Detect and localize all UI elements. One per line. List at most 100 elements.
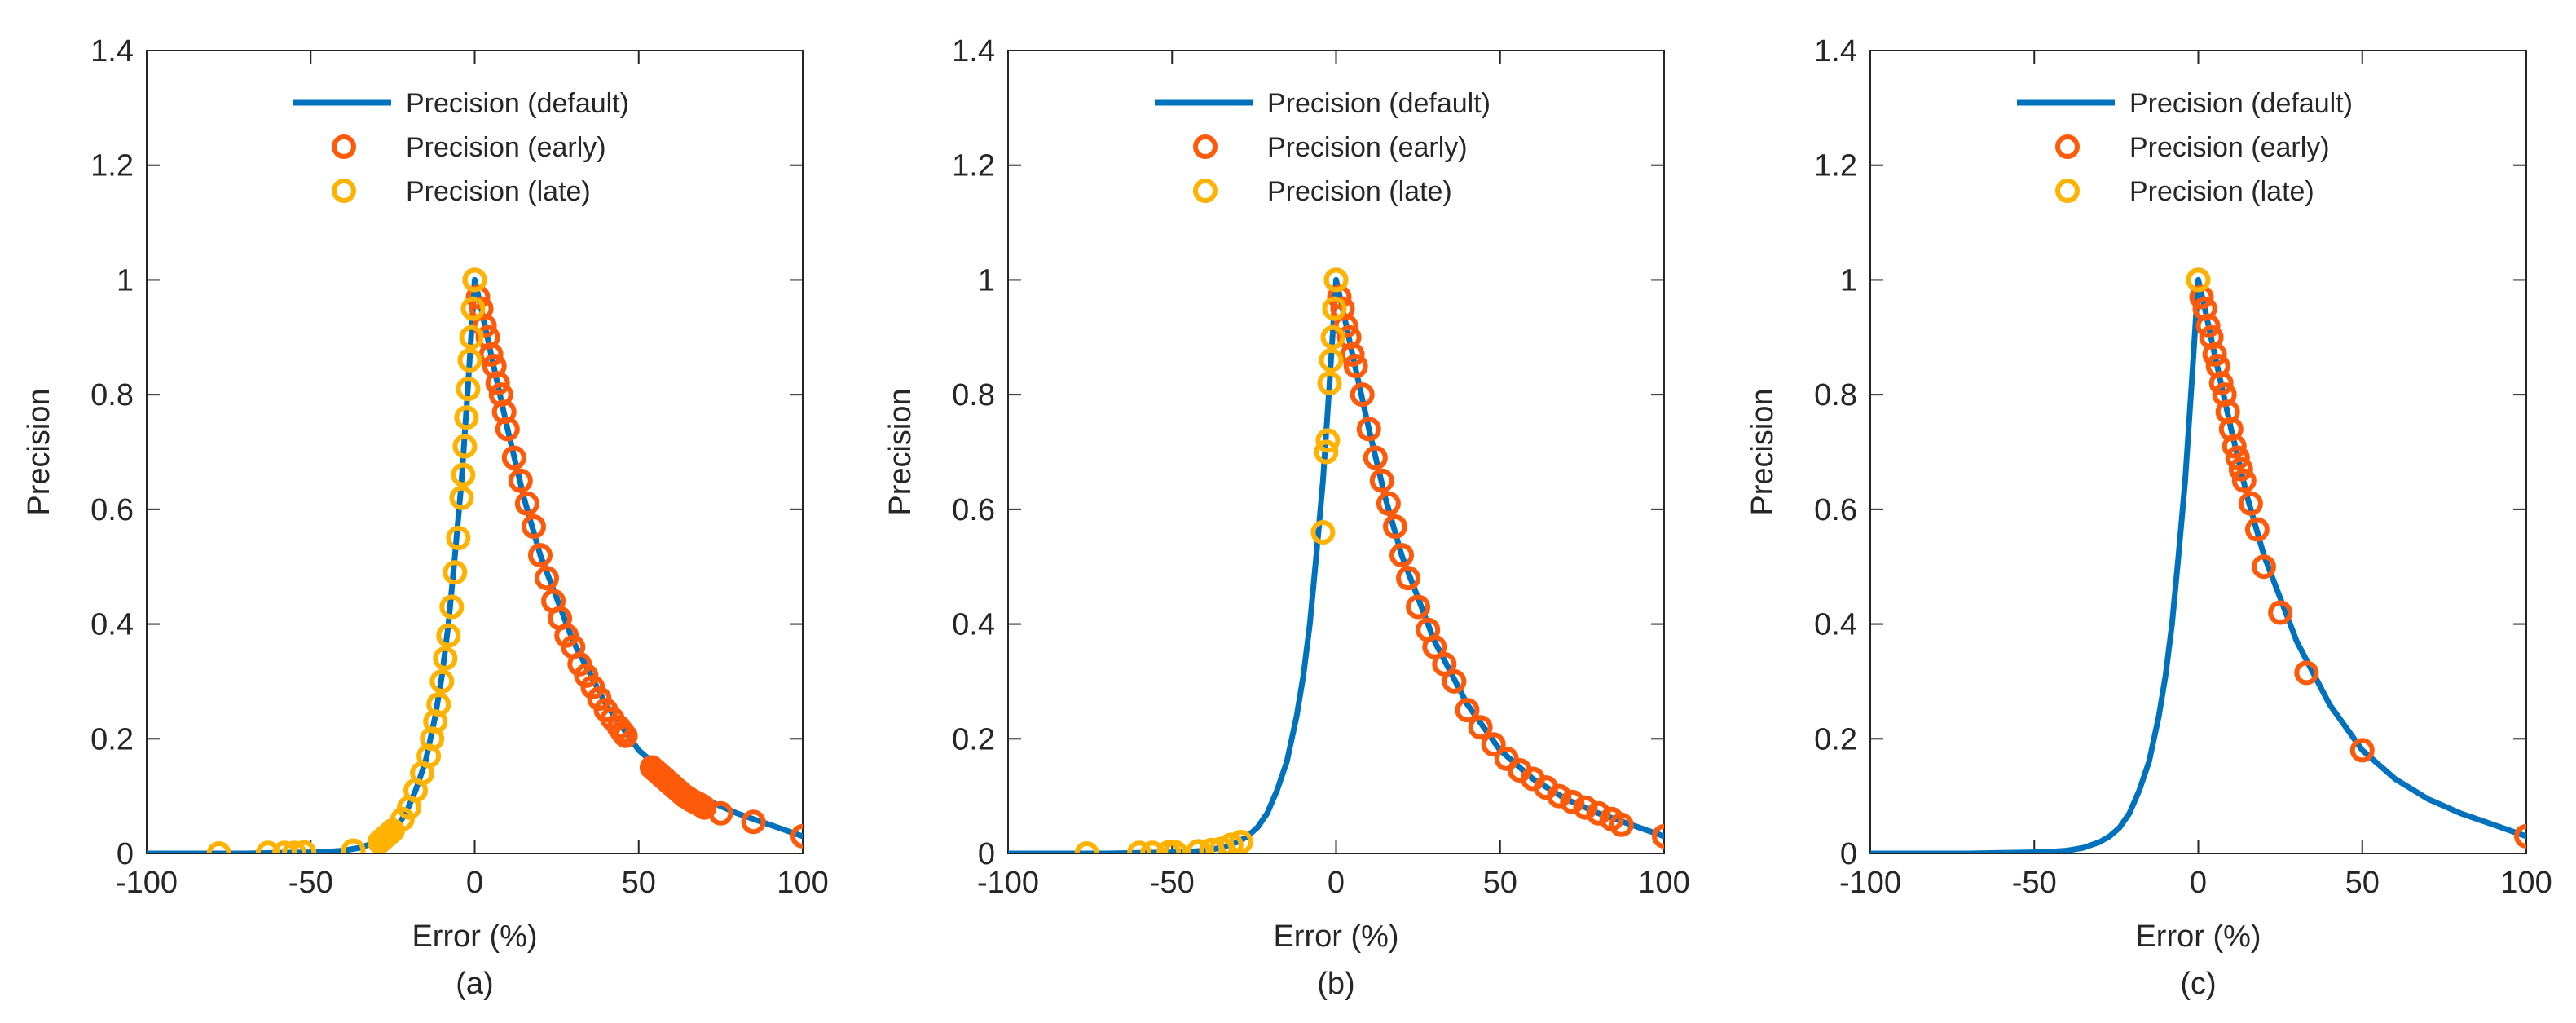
x-tick-label: 0 bbox=[2190, 866, 2207, 900]
marker-early bbox=[2231, 468, 2257, 493]
y-tick-label: 1.2 bbox=[952, 149, 995, 183]
marker-early bbox=[2202, 342, 2227, 367]
x-tick-label: 50 bbox=[1483, 866, 1517, 900]
marker-late bbox=[1322, 296, 1347, 321]
y-tick-label: 1 bbox=[1840, 263, 1857, 298]
marker-late bbox=[426, 692, 451, 717]
marker-late bbox=[449, 485, 474, 510]
marker-early bbox=[613, 723, 638, 748]
legend-marker-late bbox=[2055, 179, 2080, 203]
marker-late bbox=[1315, 428, 1341, 453]
x-axis-label: Error (%) bbox=[2135, 919, 2261, 954]
marker-early bbox=[1432, 651, 1457, 677]
marker-early bbox=[2252, 554, 2276, 580]
axes-box bbox=[1869, 50, 2527, 854]
y-tick-label: 1 bbox=[117, 263, 134, 298]
marker-early bbox=[2225, 445, 2250, 470]
marker-early bbox=[485, 371, 510, 396]
marker-late bbox=[443, 560, 468, 585]
marker-early bbox=[528, 543, 553, 568]
marker-early bbox=[1376, 491, 1401, 516]
y-tick-label: 1.4 bbox=[952, 34, 995, 68]
marker-early bbox=[1343, 354, 1368, 378]
legend-entry: Precision (late) bbox=[1267, 176, 1452, 207]
y-tick-label: 0.2 bbox=[952, 722, 995, 756]
legend: Precision (default) Precision (early) Prec… bbox=[293, 88, 629, 207]
marker-late bbox=[1074, 841, 1099, 853]
marker-late bbox=[1127, 840, 1151, 853]
legend-marker-early bbox=[2055, 134, 2080, 159]
marker-early bbox=[2244, 517, 2270, 542]
y-tick-label: 0.4 bbox=[952, 608, 995, 642]
legend-marker-early bbox=[1193, 134, 1218, 159]
marker-late bbox=[433, 646, 458, 671]
y-axis-label: Precision bbox=[883, 388, 918, 515]
marker-early bbox=[1350, 382, 1375, 408]
marker-late bbox=[462, 267, 487, 293]
series-markers-late bbox=[2186, 267, 2211, 293]
marker-early bbox=[2222, 434, 2247, 459]
marker-early bbox=[1356, 417, 1381, 442]
y-tick-label: 0.4 bbox=[1814, 608, 1857, 642]
legend-entry: Precision (early) bbox=[406, 132, 606, 163]
series-markers-late bbox=[1074, 267, 1349, 853]
legend-entry: Precision (default) bbox=[2129, 88, 2353, 119]
marker-early bbox=[2294, 660, 2319, 686]
legend-entry: Precision (late) bbox=[2129, 176, 2314, 207]
marker-late bbox=[282, 840, 307, 853]
marker-early bbox=[2208, 371, 2234, 396]
panel-label: (b) bbox=[1317, 967, 1354, 1001]
series-markers-early bbox=[462, 267, 803, 849]
x-tick-label: 100 bbox=[1638, 866, 1689, 900]
plot-area bbox=[147, 267, 803, 853]
legend-marker-early bbox=[332, 134, 356, 159]
marker-early bbox=[1560, 789, 1585, 814]
plot-area bbox=[1008, 267, 1664, 853]
marker-early bbox=[1573, 795, 1598, 820]
legend: Precision (default) Precision (early) Prec… bbox=[1155, 88, 1491, 207]
series-line-default bbox=[1870, 276, 2526, 853]
x-tick-label: -50 bbox=[1150, 866, 1195, 900]
series-markers-early bbox=[2186, 267, 2526, 849]
x-tick-label: -100 bbox=[977, 866, 1039, 900]
marker-late bbox=[1320, 324, 1345, 350]
marker-early bbox=[1609, 812, 1634, 837]
legend-entry: Precision (early) bbox=[2129, 132, 2330, 163]
legend-entry: Precision (default) bbox=[1267, 88, 1491, 119]
marker-early bbox=[2514, 823, 2526, 849]
x-tick-label: -50 bbox=[2012, 866, 2057, 900]
y-tick-label: 0.4 bbox=[90, 608, 134, 642]
marker-early bbox=[1406, 594, 1431, 620]
marker-early bbox=[1652, 823, 1664, 849]
y-tick-label: 1.4 bbox=[90, 34, 134, 68]
marker-late bbox=[454, 405, 479, 430]
series-markers-early bbox=[1323, 267, 1664, 849]
y-tick-label: 1.2 bbox=[1814, 149, 1857, 183]
y-tick-label: 1 bbox=[978, 263, 995, 298]
marker-late bbox=[1317, 371, 1342, 396]
marker-late bbox=[1310, 520, 1336, 545]
x-axis-label: Error (%) bbox=[1273, 919, 1398, 954]
y-tick-label: 1.2 bbox=[90, 149, 134, 183]
x-tick-label: -50 bbox=[288, 866, 333, 900]
panel-c: -100 -50 0 50 100 0 0.2 0.4 0.6 0.8 1 1.2 1.4 Error (… bbox=[1746, 34, 2552, 1001]
marker-early bbox=[495, 417, 520, 442]
marker-early bbox=[1547, 783, 1572, 809]
marker-late bbox=[1319, 347, 1344, 373]
marker-late bbox=[1314, 439, 1339, 465]
marker-early bbox=[1481, 732, 1506, 757]
marker-late bbox=[1323, 267, 1349, 293]
y-axis-label: Precision bbox=[22, 388, 56, 515]
panel-b: -100 -50 0 50 100 0 0.2 0.4 0.6 0.8 1 1.2 1.4 Error (… bbox=[883, 34, 1690, 1001]
x-tick-label: 0 bbox=[466, 866, 483, 900]
marker-early bbox=[1468, 715, 1493, 740]
panel-label: (a) bbox=[456, 967, 493, 1001]
y-tick-label: 0.8 bbox=[90, 378, 134, 412]
marker-late bbox=[341, 838, 366, 853]
marker-early bbox=[508, 468, 533, 493]
marker-early bbox=[790, 823, 803, 849]
marker-early bbox=[1396, 566, 1420, 591]
marker-early bbox=[708, 800, 733, 826]
marker-early bbox=[514, 491, 539, 516]
marker-late bbox=[1228, 829, 1253, 853]
